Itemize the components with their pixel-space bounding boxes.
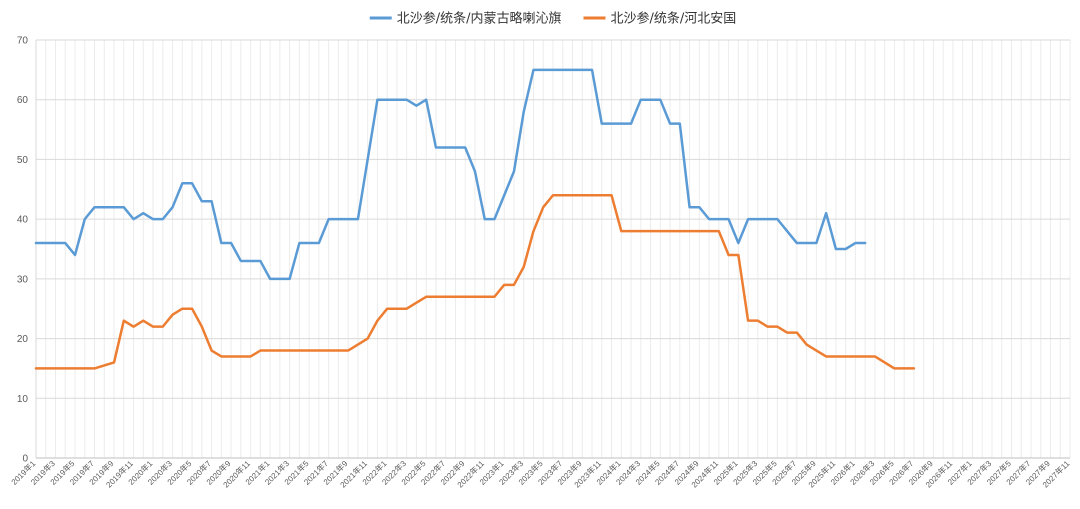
y-tick-label: 10 bbox=[17, 394, 29, 405]
y-tick-label: 50 bbox=[17, 155, 29, 166]
series-lines bbox=[34, 68, 916, 370]
axes bbox=[35, 40, 1070, 459]
y-tick-label: 40 bbox=[17, 215, 29, 226]
y-tick-label: 0 bbox=[22, 454, 28, 465]
y-tick-label: 70 bbox=[17, 36, 29, 47]
legend-label-2: 北沙参/统条/河北安国 bbox=[611, 11, 737, 27]
grid bbox=[35, 39, 1071, 459]
y-tick-label: 60 bbox=[17, 95, 29, 106]
legend-label-1: 北沙参/统条/内蒙古略喇沁旗 bbox=[397, 11, 562, 27]
y-tick-label: 20 bbox=[17, 334, 29, 345]
legend: 北沙参/统条/内蒙古略喇沁旗 北沙参/统条/河北安国 bbox=[369, 11, 737, 27]
series-line-2 bbox=[34, 194, 916, 370]
series-line-1 bbox=[34, 68, 867, 281]
y-axis-ticks: 0 10 20 30 40 50 60 70 bbox=[17, 36, 29, 465]
y-tick-label: 30 bbox=[17, 274, 29, 285]
x-axis-ticks: 2019年12019年32019年52019年72019年92019年11202… bbox=[9, 458, 1072, 490]
